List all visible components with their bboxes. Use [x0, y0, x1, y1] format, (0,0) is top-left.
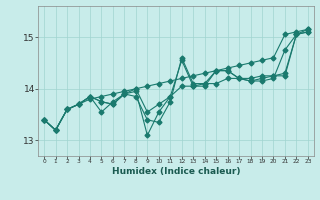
X-axis label: Humidex (Indice chaleur): Humidex (Indice chaleur) — [112, 167, 240, 176]
